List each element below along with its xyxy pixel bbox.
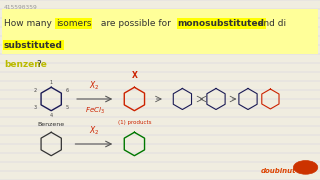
Text: (1) products: (1) products	[118, 120, 151, 125]
Text: substituted: substituted	[4, 40, 63, 50]
Text: benzene: benzene	[4, 60, 47, 69]
Text: $FeCl_3$: $FeCl_3$	[85, 106, 105, 116]
Text: 3: 3	[34, 105, 37, 110]
Text: Benzene: Benzene	[38, 122, 65, 127]
Text: doubinut: doubinut	[261, 168, 296, 174]
Text: 5: 5	[65, 105, 68, 110]
Text: 4: 4	[50, 113, 53, 118]
Text: and di: and di	[255, 19, 286, 28]
Text: X: X	[132, 71, 137, 80]
Text: monosubstituted: monosubstituted	[178, 19, 265, 28]
Text: $X_2$: $X_2$	[89, 79, 100, 92]
Text: are possible for: are possible for	[98, 19, 173, 28]
Text: ?: ?	[37, 60, 42, 69]
Text: $X_2$: $X_2$	[89, 124, 99, 137]
Text: 1: 1	[50, 80, 53, 85]
Circle shape	[293, 161, 318, 174]
Text: How many: How many	[4, 19, 55, 28]
Text: d: d	[303, 165, 308, 170]
FancyBboxPatch shape	[2, 9, 318, 54]
Text: 6: 6	[65, 88, 68, 93]
Text: 2: 2	[34, 88, 37, 93]
Text: 415590359: 415590359	[3, 5, 37, 10]
Text: isomers: isomers	[56, 19, 92, 28]
